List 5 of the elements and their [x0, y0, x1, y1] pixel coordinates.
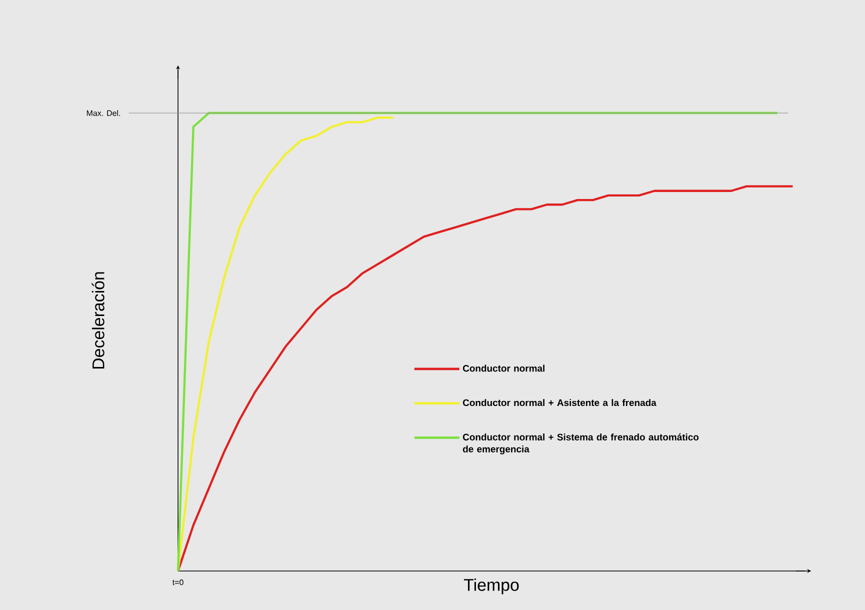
- y-axis-title: Deceleración: [92, 272, 104, 369]
- legend-label: Conductor normal + Asistente a la frenada: [462, 399, 656, 406]
- legend-label: Conductor normal + Sistema de frenado automático de emergencia: [462, 433, 699, 454]
- x-axis-title: Tiempo: [464, 578, 519, 594]
- legend-label: Conductor normal: [462, 364, 544, 372]
